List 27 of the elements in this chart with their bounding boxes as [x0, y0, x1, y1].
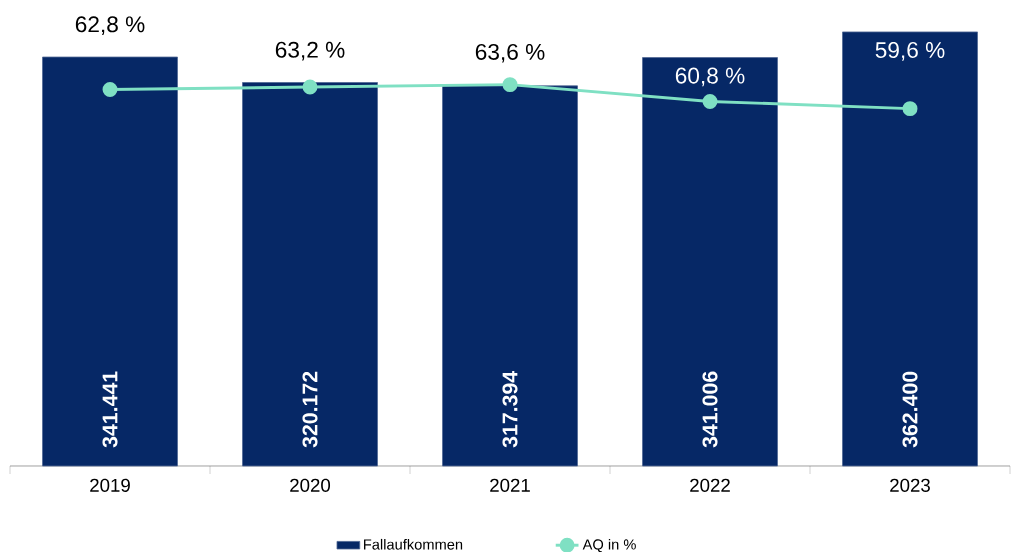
data-label: 60,8 %	[675, 67, 745, 87]
x-tick-label: 2022	[690, 478, 730, 492]
bar	[442, 85, 578, 467]
bar	[42, 56, 178, 467]
point	[302, 79, 318, 95]
point	[502, 77, 518, 93]
data-label: 63,2 %	[275, 41, 345, 61]
data-label: 320.172	[302, 371, 318, 448]
data-label: 317.394	[502, 370, 518, 448]
data-label: 362.400	[902, 371, 918, 448]
data-label: 341.441	[102, 371, 118, 448]
bar	[842, 31, 978, 467]
x-tick-label: 2021	[490, 478, 530, 492]
bar	[642, 57, 778, 467]
data-label: 59,6 %	[875, 41, 945, 61]
data-label: 62,8 %	[75, 16, 145, 36]
legend-label: Fallaufkommen	[364, 538, 463, 550]
data-label: 341.006	[702, 371, 718, 448]
bar	[242, 82, 378, 467]
point	[102, 81, 118, 97]
point	[702, 93, 718, 109]
point	[902, 101, 918, 117]
data-label: 63,6 %	[475, 43, 545, 63]
x-tick-label: 2020	[290, 478, 331, 492]
x-tick-label: 2019	[90, 478, 130, 492]
x-tick-label: 2023	[890, 478, 930, 492]
legend-label: AQ in %	[582, 538, 636, 552]
